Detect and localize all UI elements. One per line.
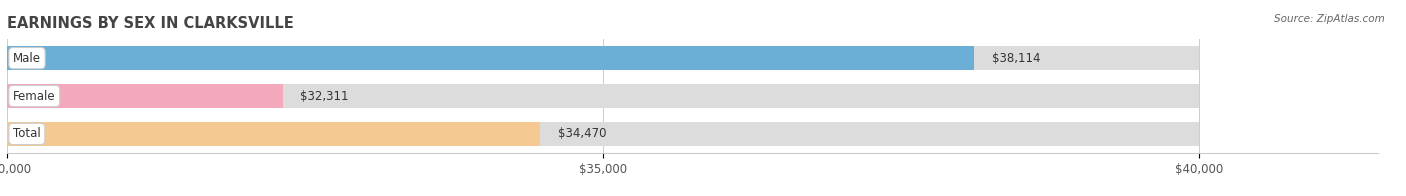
Bar xyxy=(7,46,1199,70)
Text: Total: Total xyxy=(13,127,41,140)
Text: Source: ZipAtlas.com: Source: ZipAtlas.com xyxy=(1274,14,1385,24)
Text: $32,311: $32,311 xyxy=(301,90,349,103)
Bar xyxy=(7,122,1199,146)
Text: Female: Female xyxy=(13,90,56,103)
Bar xyxy=(7,84,1199,108)
Text: EARNINGS BY SEX IN CLARKSVILLE: EARNINGS BY SEX IN CLARKSVILLE xyxy=(7,16,294,31)
Text: $34,470: $34,470 xyxy=(558,127,606,140)
Text: $38,114: $38,114 xyxy=(993,52,1040,65)
Bar xyxy=(7,122,540,146)
Text: Male: Male xyxy=(13,52,41,65)
Bar xyxy=(7,46,974,70)
Bar xyxy=(7,84,283,108)
